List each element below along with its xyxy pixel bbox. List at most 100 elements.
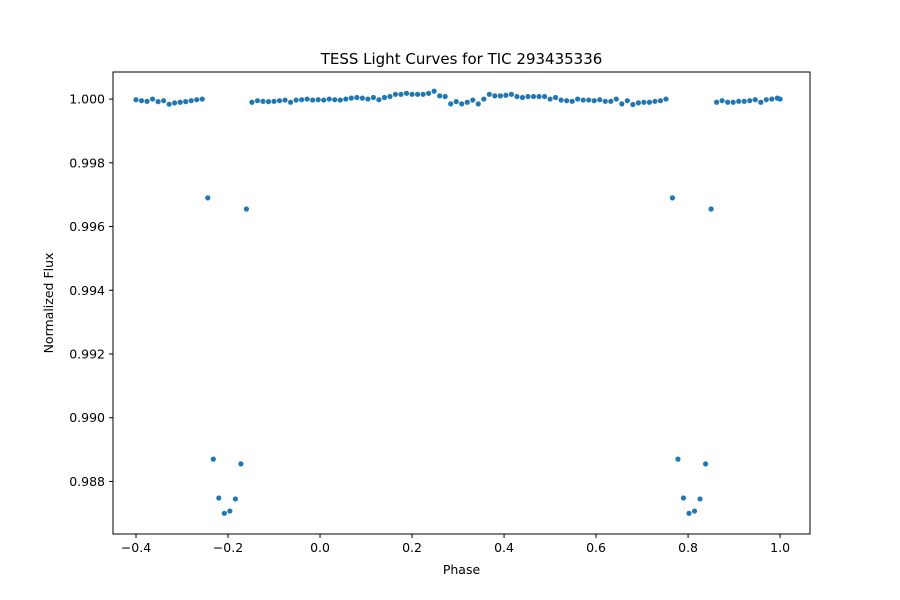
- data-point: [387, 93, 393, 100]
- data-point: [777, 96, 783, 102]
- data-point: [138, 98, 145, 104]
- data-point: [287, 99, 294, 105]
- data-point: [702, 461, 709, 467]
- data-point: [310, 97, 316, 103]
- data-point: [641, 99, 647, 105]
- data-point: [619, 101, 625, 107]
- data-point: [293, 97, 299, 103]
- data-point: [437, 93, 443, 99]
- data-point: [758, 99, 764, 105]
- data-point: [602, 98, 608, 104]
- data-point: [481, 96, 487, 102]
- data-point: [332, 97, 338, 103]
- data-point: [497, 93, 503, 99]
- data-point: [525, 93, 531, 100]
- data-point: [199, 96, 205, 102]
- data-point: [448, 101, 454, 107]
- data-point: [232, 496, 238, 502]
- data-point: [730, 99, 736, 105]
- data-point: [725, 99, 731, 105]
- data-point: [205, 195, 211, 201]
- x-tick-label: 0.4: [494, 540, 514, 555]
- data-point: [265, 99, 272, 105]
- data-point: [381, 94, 388, 101]
- y-tick-label: 0.992: [69, 346, 105, 361]
- data-point: [304, 96, 310, 102]
- data-point: [414, 91, 421, 97]
- y-tick-label: 1.000: [69, 92, 105, 107]
- data-point: [597, 97, 603, 103]
- data-point: [503, 92, 509, 98]
- data-point: [133, 97, 139, 103]
- x-tick-label: −0.2: [213, 540, 243, 555]
- data-point: [370, 94, 376, 101]
- data-point: [669, 195, 676, 201]
- data-point: [221, 510, 227, 516]
- data-point: [376, 97, 382, 103]
- data-point: [144, 98, 150, 104]
- data-point: [663, 96, 669, 102]
- data-point: [541, 93, 548, 100]
- data-point: [591, 98, 597, 104]
- data-point: [326, 96, 332, 102]
- data-point: [321, 97, 327, 103]
- data-point: [464, 99, 470, 105]
- data-point: [426, 90, 432, 96]
- y-tick-label: 0.994: [69, 283, 105, 298]
- data-point: [508, 91, 515, 97]
- data-point: [365, 96, 371, 102]
- data-point: [680, 495, 687, 501]
- data-point: [183, 99, 189, 105]
- data-point: [492, 93, 498, 99]
- data-point: [697, 496, 703, 502]
- data-point: [337, 97, 343, 103]
- data-point: [161, 98, 167, 104]
- data-point: [752, 97, 758, 103]
- data-point: [348, 95, 354, 101]
- data-point: [547, 96, 553, 102]
- x-tick-label: 1.0: [770, 540, 790, 555]
- data-point: [238, 461, 244, 467]
- data-point: [282, 97, 288, 103]
- x-axis-label: Phase: [443, 562, 481, 577]
- data-point: [519, 94, 526, 101]
- data-point: [475, 101, 481, 107]
- data-point: [719, 98, 725, 104]
- data-point: [763, 97, 769, 103]
- data-point: [657, 98, 664, 104]
- data-point: [580, 97, 586, 103]
- data-point: [315, 97, 321, 103]
- data-point: [769, 96, 775, 102]
- data-point: [188, 98, 194, 104]
- data-point: [409, 91, 415, 97]
- data-point: [210, 456, 216, 462]
- y-axis-label: Normalized Flux: [41, 253, 56, 354]
- x-tick-label: −0.4: [121, 540, 151, 555]
- data-point: [624, 98, 630, 104]
- data-point: [564, 98, 570, 104]
- data-point: [747, 98, 753, 104]
- data-point: [575, 96, 581, 102]
- data-point: [343, 96, 349, 102]
- data-point: [155, 99, 161, 105]
- data-point: [552, 94, 559, 101]
- data-point: [453, 99, 459, 105]
- data-point: [536, 93, 542, 100]
- data-point: [486, 91, 492, 97]
- y-tick-label: 0.988: [69, 474, 105, 489]
- data-point: [398, 91, 404, 97]
- data-point: [271, 98, 277, 104]
- data-point: [635, 100, 641, 106]
- data-point: [514, 93, 520, 100]
- data-point: [530, 93, 537, 100]
- data-point: [299, 97, 305, 103]
- x-axis: −0.4 −0.2 0.0 0.2 0.4 0.6 0.8 1.0: [121, 534, 790, 555]
- x-tick-label: 0.8: [678, 540, 698, 555]
- x-tick-label: 0.2: [402, 540, 422, 555]
- data-point: [359, 95, 365, 101]
- chart-title: TESS Light Curves for TIC 293435336: [320, 50, 603, 68]
- data-point: [227, 508, 233, 514]
- data-point: [249, 99, 255, 105]
